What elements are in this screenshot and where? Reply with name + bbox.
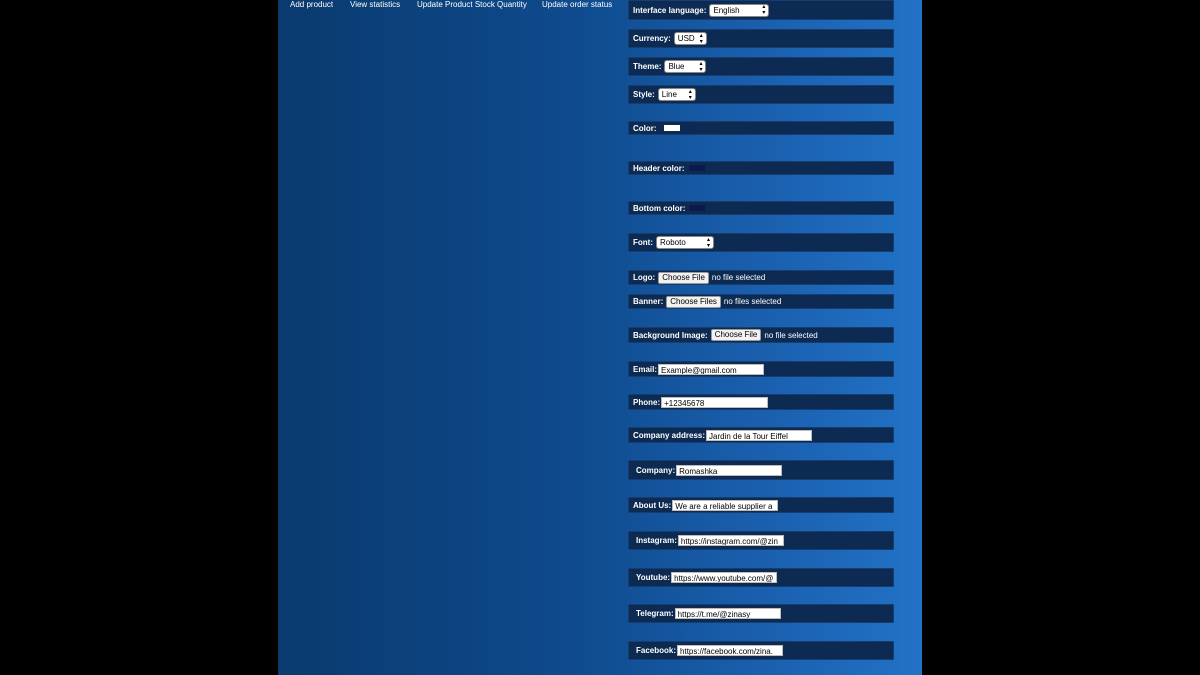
company-label: Company:	[636, 465, 676, 475]
about-us-row: About Us: We are a reliable supplier a	[628, 497, 894, 513]
about-us-label: About Us:	[633, 500, 672, 510]
theme-row: Theme: Blue ▴ ▾	[628, 57, 894, 76]
theme-label: Theme:	[633, 62, 662, 71]
header-color-picker[interactable]	[688, 165, 705, 171]
select-arrows-icon: ▴ ▾	[706, 236, 710, 249]
banner-file-status: no files selected	[723, 297, 782, 306]
logo-row: Logo: Choose File no file selected	[628, 270, 894, 285]
background-image-choose-file-button[interactable]: Choose File	[710, 329, 762, 341]
youtube-input[interactable]: https://www.youtube.com/@	[671, 572, 778, 583]
top-navigation: Add product View statistics Update Produ…	[278, 0, 628, 12]
telegram-row: Telegram: https://t.me/@zinasy	[628, 604, 894, 623]
company-input[interactable]: Romashka	[676, 464, 783, 476]
banner-label: Banner:	[633, 297, 664, 306]
facebook-label: Facebook:	[636, 646, 677, 655]
interface-language-select[interactable]: English ▴ ▾	[709, 3, 770, 17]
phone-input[interactable]: +12345678	[661, 396, 769, 408]
youtube-row: Youtube: https://www.youtube.com/@	[628, 568, 894, 587]
instagram-label: Instagram:	[636, 536, 677, 545]
facebook-input[interactable]: https://facebook.com/zina.	[677, 645, 784, 656]
header-color-label: Header color:	[633, 163, 685, 173]
nav-view-statistics[interactable]: View statistics	[350, 0, 401, 9]
header-color-row: Header color:	[628, 161, 894, 175]
currency-label: Currency:	[633, 34, 671, 43]
phone-label: Phone:	[633, 397, 661, 407]
logo-choose-file-button[interactable]: Choose File	[658, 271, 709, 284]
background-image-file-status: no file selected	[764, 330, 818, 340]
bottom-color-picker[interactable]	[689, 205, 706, 211]
nav-update-order-status[interactable]: Update order status	[542, 0, 613, 9]
email-row: Email: Example@gmail.com	[628, 361, 894, 377]
style-value: Line	[661, 90, 677, 99]
bottom-color-row: Bottom color:	[628, 201, 894, 215]
instagram-row: Instagram: https://instagram.com/@zin	[628, 531, 894, 550]
font-value: Roboto	[660, 238, 686, 247]
instagram-input[interactable]: https://instagram.com/@zin	[677, 535, 784, 546]
interface-language-label: Interface language:	[633, 5, 707, 15]
background-image-label: Background Image:	[633, 330, 708, 340]
select-arrows-icon: ▴ ▾	[699, 32, 703, 45]
company-address-label: Company address:	[633, 430, 706, 440]
font-label: Font:	[633, 238, 653, 247]
nav-update-stock[interactable]: Update Product Stock Quantity	[417, 0, 527, 9]
select-arrows-icon: ▴ ▾	[688, 88, 692, 101]
phone-row: Phone: +12345678	[628, 394, 894, 410]
about-us-input[interactable]: We are a reliable supplier a	[672, 499, 779, 511]
logo-label: Logo:	[633, 273, 656, 282]
telegram-input[interactable]: https://t.me/@zinasy	[674, 608, 781, 619]
background-image-row: Background Image: Choose File no file se…	[628, 327, 894, 343]
interface-language-value: English	[713, 5, 740, 15]
currency-select[interactable]: USD ▴ ▾	[673, 32, 707, 45]
style-select[interactable]: Line ▴ ▾	[657, 88, 696, 101]
telegram-label: Telegram:	[636, 609, 674, 618]
style-label: Style:	[633, 90, 655, 99]
interface-language-row: Interface language: English ▴ ▾	[628, 0, 894, 20]
admin-settings-page: Add product View statistics Update Produ…	[278, 0, 922, 675]
company-row: Company: Romashka	[628, 460, 894, 480]
color-picker[interactable]	[663, 125, 680, 131]
font-select[interactable]: Roboto ▴ ▾	[656, 236, 714, 249]
select-arrows-icon: ▴ ▾	[762, 4, 766, 16]
currency-value: USD	[677, 34, 695, 43]
font-row: Font: Roboto ▴ ▾	[628, 233, 894, 252]
banner-choose-files-button[interactable]: Choose Files	[666, 295, 721, 308]
theme-value: Blue	[668, 62, 685, 71]
email-label: Email:	[633, 364, 658, 374]
theme-select[interactable]: Blue ▴ ▾	[664, 60, 707, 73]
bottom-color-label: Bottom color:	[633, 203, 686, 213]
logo-file-status: no file selected	[711, 273, 766, 282]
youtube-label: Youtube:	[636, 573, 671, 582]
currency-row: Currency: USD ▴ ▾	[628, 29, 894, 48]
color-label: Color:	[633, 123, 657, 133]
banner-row: Banner: Choose Files no files selected	[628, 294, 894, 309]
select-arrows-icon: ▴ ▾	[699, 60, 703, 73]
email-input[interactable]: Example@gmail.com	[658, 363, 765, 375]
nav-add-product[interactable]: Add product	[290, 0, 334, 9]
color-row: Color:	[628, 121, 894, 135]
company-address-row: Company address: Jardin de la Tour Eiffe…	[628, 427, 894, 443]
facebook-row: Facebook: https://facebook.com/zina.	[628, 641, 894, 660]
company-address-input[interactable]: Jardin de la Tour Eiffel	[706, 429, 813, 441]
style-row: Style: Line ▴ ▾	[628, 85, 894, 104]
